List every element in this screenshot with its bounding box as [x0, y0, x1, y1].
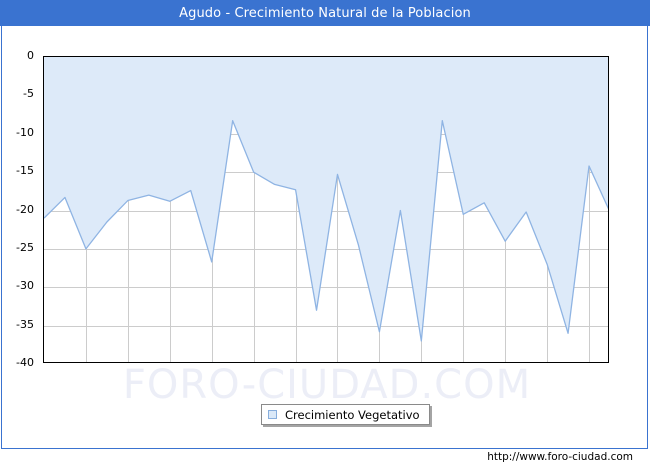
gridline-vertical	[254, 57, 255, 362]
chart-legend: Crecimiento Vegetativo	[261, 404, 430, 425]
gridline-horizontal	[44, 326, 608, 327]
gridline-vertical	[296, 57, 297, 362]
chart-frame: 1998200020022004200620082010201220142016…	[1, 26, 648, 463]
y-axis-tick-label: -25	[16, 240, 34, 254]
y-axis-tick-label: 0	[27, 49, 34, 62]
gridline-horizontal	[44, 287, 608, 288]
window-title-bar: Agudo - Crecimiento Natural de la Poblac…	[0, 0, 650, 26]
series-line	[44, 120, 608, 342]
y-axis-tick-label: -5	[23, 87, 34, 101]
y-axis-tick-label: -30	[16, 279, 34, 293]
plot-area: 1998200020022004200620082010201220142016…	[43, 56, 609, 363]
gridline-vertical	[337, 57, 338, 362]
page-title: Agudo - Crecimiento Natural de la Poblac…	[179, 5, 471, 21]
watermark: FORO-CIUDAD.COM	[122, 362, 532, 408]
footer-url: http://www.foro-ciudad.com	[487, 451, 633, 463]
gridline-vertical	[128, 57, 129, 362]
y-axis-tick-label: -15	[16, 164, 34, 178]
legend-label-crecimiento-vegetativo: Crecimiento Vegetativo	[285, 407, 420, 422]
y-axis-tick-label: -35	[16, 317, 34, 331]
series-area-fill	[44, 57, 608, 341]
y-axis-tick-label: -10	[16, 125, 34, 139]
y-axis-tick-label: -20	[16, 202, 34, 216]
y-axis-tick-label: -40	[16, 356, 34, 369]
gridline-vertical	[170, 57, 171, 362]
gridline-vertical	[589, 57, 590, 362]
legend-swatch-crecimiento-vegetativo	[268, 410, 277, 419]
series-crecimiento-vegetativo	[44, 57, 608, 342]
plot-inner: 1998200020022004200620082010201220142016…	[44, 57, 608, 362]
